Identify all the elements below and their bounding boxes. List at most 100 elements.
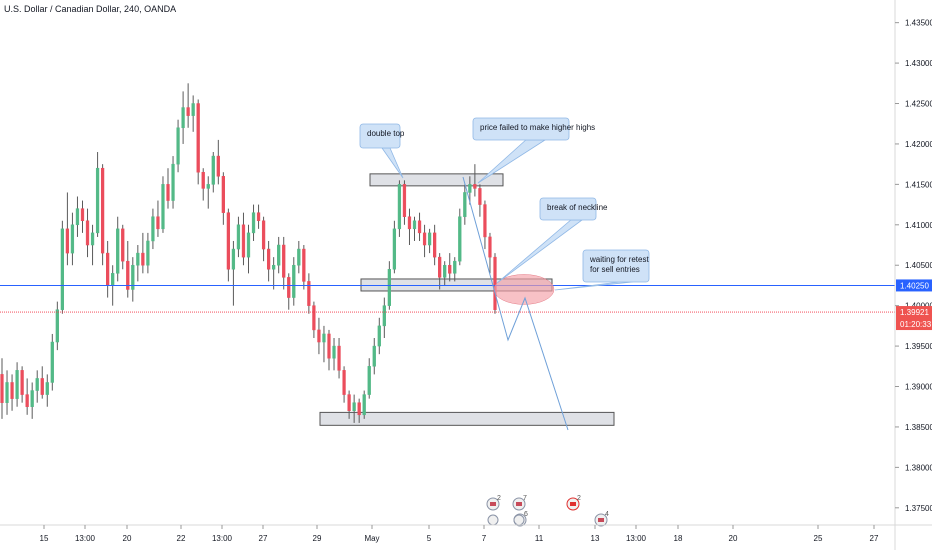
candle-body [307, 281, 311, 306]
candle-body [322, 333, 326, 343]
candle-body [317, 329, 321, 343]
candle-body [106, 252, 110, 286]
y-tick-label: 1.40500 [905, 261, 932, 270]
callout-failed-highs-pointer [477, 139, 547, 184]
candle-body [382, 305, 386, 327]
callout-double-top-box [359, 123, 401, 149]
candle-body [287, 277, 291, 298]
candle-body [146, 240, 150, 266]
price-axis[interactable]: 1.43500 1.43000 1.42500 1.42000 1.41500 1.410… [894, 0, 932, 550]
candle-body [292, 264, 296, 298]
x-tick-label: 13 [591, 534, 600, 543]
candle-body [60, 228, 65, 310]
candle-body [438, 256, 442, 278]
candle-body [40, 378, 44, 395]
candle-body [493, 256, 497, 310]
candle-body [478, 188, 482, 205]
x-tick-label: 25 [814, 534, 823, 543]
time-axis[interactable]: 15 13:00 20 22 13:00 27 29 May 5 7 11 13 13:00 18 20 25… [0, 524, 932, 543]
candle-body [261, 220, 266, 250]
callout-break-neckline-box [539, 197, 597, 221]
candle-body [161, 184, 165, 230]
candle-body [121, 228, 125, 262]
candle-body [347, 394, 351, 412]
candle-body [50, 341, 54, 383]
events: 2 7 2 6 4 [486, 495, 609, 527]
neckline-price-tag-label: 1.40250 [900, 281, 929, 290]
candle-body [337, 345, 341, 371]
candle-body [25, 394, 29, 407]
y-tick-label: 1.43500 [905, 19, 932, 28]
event-count: 7 [523, 495, 527, 502]
candle-body [256, 212, 261, 222]
candle-body [362, 394, 366, 416]
candle-body [131, 264, 135, 290]
event-count: 4 [605, 511, 609, 518]
callout-retest-pointer [554, 281, 633, 291]
x-tick-label: 7 [482, 534, 487, 543]
candle-body [372, 345, 376, 367]
candle-body [312, 305, 316, 331]
candle-body [397, 184, 402, 230]
event-flag-us: 2 [486, 495, 501, 511]
candle-body [473, 184, 477, 189]
candle-body [176, 127, 180, 165]
candle-body [342, 370, 346, 395]
candle-body [45, 382, 49, 395]
candle-body [443, 264, 447, 278]
candle-body [136, 252, 140, 266]
candle-body [80, 208, 85, 222]
candle-body [417, 220, 422, 234]
candle-body [116, 228, 120, 274]
y-tick-label: 1.39000 [905, 383, 932, 392]
candle-body [266, 248, 271, 270]
y-tick-label: 1.42000 [905, 140, 932, 149]
event-flag-mark [570, 502, 576, 506]
projection-path [462, 176, 569, 431]
candle-body [70, 224, 75, 254]
callout-failed-highs-box [472, 117, 570, 141]
event-flag-us: 7 [512, 495, 527, 511]
candle-body [211, 155, 215, 185]
x-tick-label: 15 [40, 534, 49, 543]
y-tick-label: 1.39500 [905, 342, 932, 351]
candle-body [156, 216, 160, 230]
neckline-price-tag [896, 279, 932, 292]
candle-body [241, 224, 246, 258]
candle-body [302, 248, 306, 282]
x-tick-label: 13:00 [626, 534, 647, 543]
candle-body [251, 212, 256, 234]
y-tick-label: 1.41500 [905, 180, 932, 189]
candle-body [95, 167, 100, 234]
candles [0, 83, 497, 423]
candle-body [332, 345, 336, 359]
x-tick-label: May [364, 534, 379, 543]
event-count: 6 [524, 511, 528, 518]
event-flag-icon [513, 514, 525, 526]
candle-body [468, 184, 472, 193]
callout-break-neckline: break of neckline [496, 197, 608, 284]
candle-body [141, 252, 145, 266]
x-tick-label: 13:00 [212, 534, 233, 543]
event-flag-ca: 2 [566, 495, 581, 511]
x-tick-label: 20 [123, 534, 132, 543]
candle-body [5, 382, 9, 403]
candle-body [90, 232, 95, 246]
candle-body [35, 378, 39, 391]
x-tick-label: 11 [535, 534, 544, 543]
candle-body [367, 366, 371, 395]
current-price-label: 1.39921 [900, 308, 929, 317]
event-flag-mark [516, 502, 522, 506]
candle-body [488, 236, 492, 258]
candle-body [458, 216, 462, 262]
candle-body [387, 269, 391, 306]
candle-body [427, 232, 432, 246]
candle-body [126, 260, 130, 290]
x-tick-label: 27 [870, 534, 879, 543]
candle-body [0, 374, 4, 403]
candle-body [65, 228, 70, 254]
callout-break-neckline-text: break of neckline [547, 203, 608, 212]
candle-body [236, 224, 241, 250]
